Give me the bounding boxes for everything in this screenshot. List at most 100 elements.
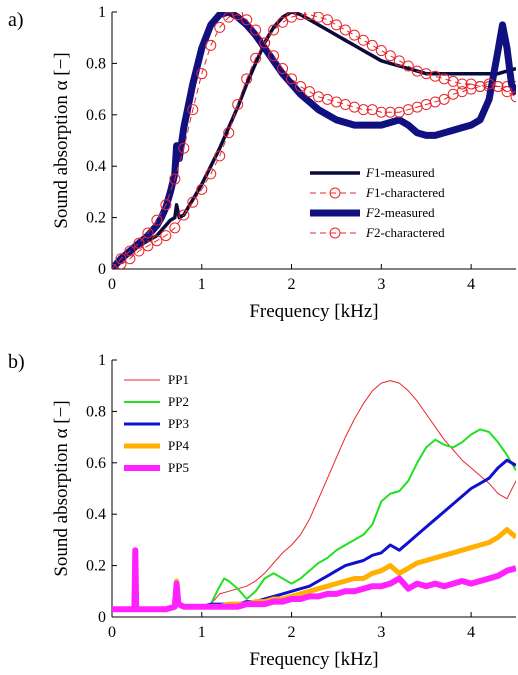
- series-marker-f1-charactered: [223, 127, 235, 139]
- legend: F1-measured F1-charactered F2-measured F2-c…: [310, 165, 445, 240]
- legend-label: PP4: [168, 438, 189, 453]
- series-marker-f2-charactered: [259, 37, 271, 49]
- series-marker-f2-charactered: [492, 81, 504, 93]
- x-tick-label: 4: [467, 624, 475, 641]
- y-tick-label: 0.6: [86, 455, 106, 472]
- series-marker-f2-charactered: [196, 68, 208, 80]
- series-marker-f2-charactered: [510, 91, 516, 103]
- x-axis-label: Frequency [kHz]: [249, 649, 378, 670]
- series-marker-f1-charactered: [295, 12, 307, 21]
- y-tick-label: 0.4: [86, 506, 106, 523]
- y-tick-label: 0.8: [86, 55, 106, 72]
- series-marker-f1-charactered: [214, 150, 226, 162]
- series-marker-f2-charactered: [357, 104, 369, 116]
- x-tick-label: 3: [377, 624, 385, 641]
- series-marker-f2-charactered: [286, 73, 298, 85]
- x-tick-label: 0: [108, 624, 116, 641]
- series-marker-f2-charactered: [124, 245, 136, 257]
- series-marker-f2-charactered: [330, 96, 342, 108]
- x-tick-label: 4: [467, 276, 475, 293]
- series-marker-f2-charactered: [187, 104, 199, 116]
- series-marker-f2-charactered: [339, 99, 351, 111]
- series-marker-f1-charactered: [268, 24, 280, 36]
- series-marker-f1-charactered: [196, 183, 208, 195]
- series-marker-f2-charactered: [348, 101, 360, 113]
- x-tick-label: 2: [288, 276, 296, 293]
- y-tick-label: 0.2: [86, 558, 106, 575]
- series-marker-f1-charactered: [375, 45, 387, 57]
- series-marker-f1-charactered: [232, 99, 244, 111]
- series-marker-f2-charactered: [375, 106, 387, 118]
- y-tick-label: 0.8: [86, 403, 106, 420]
- x-tick-label: 1: [198, 276, 206, 293]
- series-marker-f1-charactered: [205, 168, 217, 180]
- legend: PP1 PP2 PP3 PP4 PP5: [124, 372, 189, 475]
- legend-label: F2-measured: [365, 205, 435, 220]
- y-axis-label: Sound absorption α [−]: [51, 52, 72, 228]
- series-marker-f2-charactered: [133, 237, 145, 249]
- series-marker-f2-charactered: [151, 214, 163, 226]
- x-tick-label: 1: [198, 624, 206, 641]
- y-tick-label: 0.2: [86, 210, 106, 227]
- series-marker-f1-charactered: [160, 230, 172, 242]
- series-marker-f1-charactered: [393, 55, 405, 67]
- series-marker-f1-charactered: [447, 75, 459, 87]
- y-tick-label: 0: [98, 609, 106, 626]
- legend-label: F2-charactered: [365, 225, 445, 240]
- legend-label: F1-charactered: [365, 185, 445, 200]
- legend-label: PP5: [168, 460, 189, 475]
- series-marker-f2-charactered: [178, 142, 190, 154]
- x-tick-label: 3: [377, 276, 385, 293]
- series-marker-f1-charactered: [151, 235, 163, 247]
- y-tick-label: 1: [98, 352, 106, 369]
- y-tick-label: 0.6: [86, 107, 106, 124]
- series-marker-f2-charactered: [438, 93, 450, 105]
- series-line-pp1: [112, 380, 516, 610]
- series-marker-f2-charactered: [205, 39, 217, 51]
- series-marker-f2-charactered: [169, 173, 181, 185]
- x-tick-label: 2: [288, 624, 296, 641]
- panel-b: b) 0 1 2 3 4 0 0.2 0.4 0.6 0.8 1 Frequency [kHz] Sou…: [8, 351, 516, 670]
- series-line-pp3: [112, 458, 516, 611]
- series-marker-f1-charactered: [250, 52, 262, 64]
- panel-label-b: b): [8, 351, 25, 373]
- x-tick-label: 0: [108, 276, 116, 293]
- series-marker-f2-charactered: [295, 81, 307, 93]
- series-marker-f1-charactered: [456, 78, 468, 90]
- series-marker-f2-charactered: [501, 86, 513, 98]
- series-marker-f1-charactered: [366, 39, 378, 51]
- series-marker-f2-charactered: [115, 253, 127, 265]
- series-marker-f2-charactered: [304, 86, 316, 98]
- series-marker-f2-charactered: [321, 93, 333, 105]
- legend-marker: [329, 187, 341, 199]
- series-marker-f1-charactered: [187, 196, 199, 208]
- series-marker-f1-charactered: [312, 12, 324, 23]
- x-axis-label: Frequency [kHz]: [249, 301, 378, 322]
- series-line-f2-charactered: [112, 14, 516, 269]
- series-marker-f2-charactered: [277, 63, 289, 75]
- series-line-pp5: [112, 547, 516, 613]
- legend-label: PP3: [168, 416, 189, 431]
- legend-label: F1-measured: [365, 165, 435, 180]
- series-marker-f2-charactered: [456, 86, 468, 98]
- y-axis-label: Sound absorption α [−]: [51, 400, 72, 576]
- series-marker-f2-charactered: [160, 199, 172, 211]
- series-marker-f2-charactered: [250, 24, 262, 36]
- series-marker-f1-charactered: [169, 222, 181, 234]
- series-marker-f1-charactered: [402, 60, 414, 72]
- series-marker-f1-charactered: [384, 50, 396, 62]
- series-marker-f2-charactered: [232, 12, 244, 21]
- series-marker-f1-charactered: [277, 16, 289, 28]
- legend-label: PP2: [168, 394, 189, 409]
- legend-marker: [329, 227, 341, 239]
- panel-label-a: a): [8, 9, 24, 31]
- series-line-f1-charactered: [112, 14, 516, 269]
- series-marker-f2-charactered: [142, 227, 154, 239]
- series-marker-f1-charactered: [330, 19, 342, 31]
- y-tick-label: 0.4: [86, 158, 106, 175]
- plot-area: [112, 12, 516, 269]
- series-marker-f1-charactered: [321, 14, 333, 26]
- series-marker-f2-charactered: [268, 50, 280, 62]
- legend-label: PP1: [168, 372, 189, 387]
